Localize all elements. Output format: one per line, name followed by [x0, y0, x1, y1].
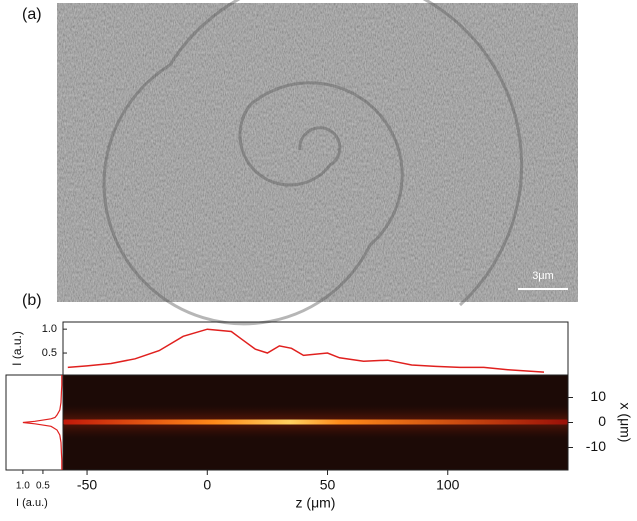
y-tick-label: -10 — [586, 438, 606, 454]
x-tick-label: 100 — [436, 477, 460, 493]
y-tick-label: 10 — [590, 388, 606, 404]
y-tick-label: 1.0 — [42, 323, 57, 335]
heatmap-image — [63, 375, 568, 470]
x-tick-label: 50 — [320, 477, 336, 493]
y-axis-label: I (a.u.) — [10, 331, 24, 366]
profile-line — [22, 375, 63, 470]
sem-image: 3μm — [57, 0, 578, 326]
x-axis-label: I (a.u.) — [16, 497, 48, 509]
data-line — [67, 328, 545, 373]
y-tick-label: 0 — [598, 413, 606, 429]
x-axis-label: z (μm) — [296, 495, 336, 511]
axes-frame — [5, 374, 64, 471]
y-tick-label: 0.5 — [42, 347, 57, 359]
x-tick-label: 1.0 — [16, 481, 30, 492]
y-axis-label: x (μm) — [617, 403, 633, 443]
panel-label: (a) — [22, 6, 42, 23]
scale-bar-label: 3μm — [532, 270, 554, 282]
x-tick-label: 0.5 — [36, 481, 50, 492]
axes-frame — [62, 321, 569, 376]
x-tick-label: 0 — [203, 477, 211, 493]
panel-label: (b) — [22, 292, 42, 309]
x-tick-label: -50 — [77, 477, 97, 493]
